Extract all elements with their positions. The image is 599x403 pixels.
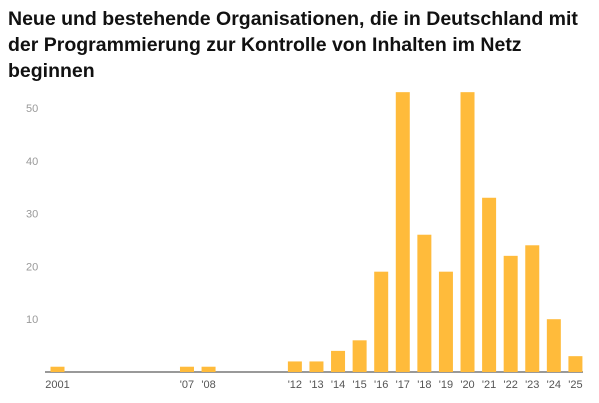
bar-2008: [201, 366, 216, 372]
x-tick-label: '12: [288, 379, 302, 391]
x-tick-label: '08: [201, 379, 215, 391]
bar-2019: [438, 271, 453, 372]
x-tick-label: '22: [504, 379, 518, 391]
bar-2022: [503, 255, 518, 372]
y-tick-label: 20: [26, 261, 38, 273]
bar-2014: [331, 350, 346, 372]
bar-2025: [568, 356, 583, 372]
bar-2023: [525, 245, 540, 372]
x-tick-label: '17: [396, 379, 410, 391]
y-tick-label: 30: [26, 209, 38, 221]
x-tick-label: '13: [309, 379, 323, 391]
bar-2013: [309, 361, 324, 372]
y-tick-label: 40: [26, 156, 38, 168]
bar-2015: [352, 340, 367, 372]
x-tick-label: '18: [417, 379, 431, 391]
bar-2012: [287, 361, 302, 372]
x-tick-label: '15: [352, 379, 366, 391]
bar-2007: [179, 366, 194, 372]
x-tick-label: 2001: [45, 379, 69, 391]
bars: [50, 92, 583, 372]
chart-title: Neue und bestehende Organisationen, die …: [8, 8, 578, 82]
x-tick-label: '14: [331, 379, 345, 391]
x-tick-label: '24: [547, 379, 561, 391]
x-axis: 2001 '07 '08 '12 '13 '14 '15 '16 '17 '18 '19 '20 '21…: [45, 379, 582, 391]
bar-2020: [460, 92, 475, 372]
bar-2016: [374, 271, 389, 372]
y-axis: 10 20 30 40 50: [26, 103, 38, 326]
x-tick-label: '19: [439, 379, 453, 391]
bar-2018: [417, 234, 432, 372]
x-tick-label: '25: [568, 379, 582, 391]
bar-2021: [482, 197, 497, 372]
x-tick-label: '20: [460, 379, 474, 391]
x-tick-label: '21: [482, 379, 496, 391]
x-tick-label: '07: [180, 379, 194, 391]
bar-2017: [395, 92, 410, 372]
bar-2001: [50, 366, 65, 372]
x-tick-label: '16: [374, 379, 388, 391]
bar-2024: [546, 319, 561, 372]
x-tick-label: '23: [525, 379, 539, 391]
y-tick-label: 50: [26, 103, 38, 115]
y-tick-label: 10: [26, 314, 38, 326]
